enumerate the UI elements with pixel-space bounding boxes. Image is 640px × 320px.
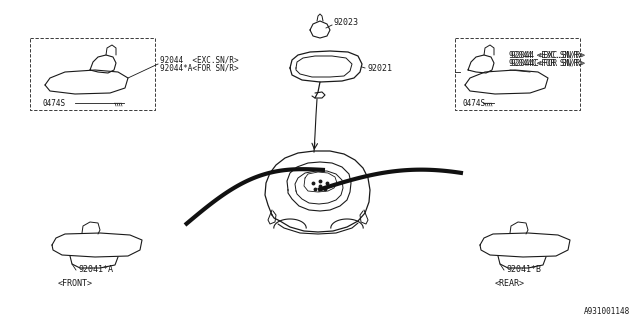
Text: 92044C<FOR SN/R>: 92044C<FOR SN/R> — [509, 59, 583, 68]
Text: 92041*A: 92041*A — [78, 266, 113, 275]
Text: 92044*A<FOR SN/R>: 92044*A<FOR SN/R> — [160, 63, 239, 73]
Text: 0474S: 0474S — [42, 99, 65, 108]
Text: 92021: 92021 — [367, 63, 392, 73]
Text: 92044C<FOR SN/R>: 92044C<FOR SN/R> — [511, 59, 585, 68]
Text: 92044 <EXC.SN/R>: 92044 <EXC.SN/R> — [509, 51, 583, 60]
Text: 92023: 92023 — [333, 18, 358, 27]
Text: <FRONT>: <FRONT> — [58, 278, 93, 287]
Text: A931001148: A931001148 — [584, 308, 630, 316]
Text: 0474S: 0474S — [462, 99, 485, 108]
Text: 92044  <EXC.SN/R>: 92044 <EXC.SN/R> — [160, 55, 239, 65]
Text: <REAR>: <REAR> — [495, 278, 525, 287]
Text: 92044 <EXC.SN/R>: 92044 <EXC.SN/R> — [511, 51, 585, 60]
Text: 92041*B: 92041*B — [506, 266, 541, 275]
